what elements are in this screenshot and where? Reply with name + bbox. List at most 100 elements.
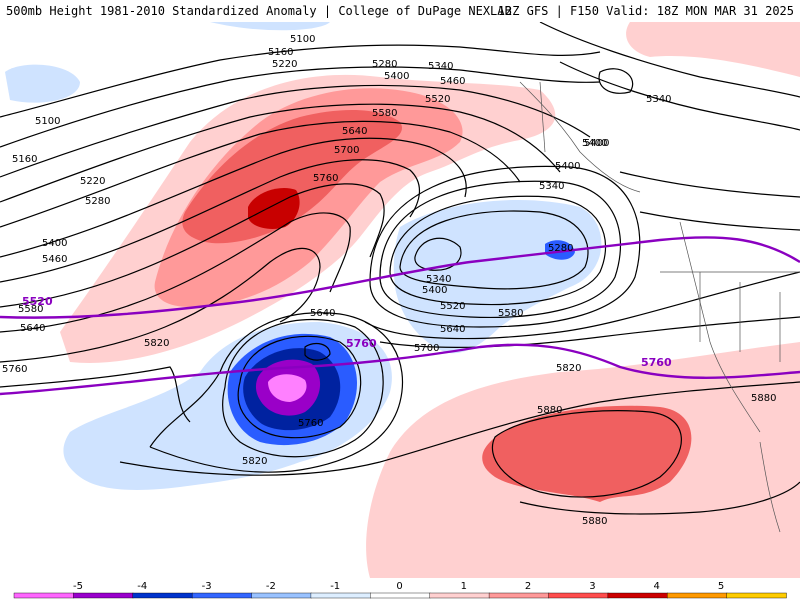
colorbar-tick-label: -1 [330, 581, 340, 592]
contour-label: 5880 [751, 393, 776, 404]
contour-label: 5640 [342, 126, 367, 137]
contour-label: 5340 [646, 94, 671, 105]
reference-label-5760: 5760 [346, 337, 377, 350]
contour-line [369, 165, 641, 328]
contour-label: 5880 [537, 405, 562, 416]
map-panel[interactable]: 5100 5160 5220 5280 5340 5400 5460 5520 … [0, 22, 800, 578]
contour-line [0, 66, 601, 148]
colorbar-swatch [607, 592, 668, 599]
contour-label: 5340 [428, 61, 453, 72]
contour-line [519, 481, 800, 515]
contour-label: 5580 [498, 308, 523, 319]
contour-label: 5400 [582, 138, 607, 149]
contour-line [389, 195, 607, 306]
contour-label: 5520 [425, 94, 450, 105]
negative-anomaly-trough-spot [545, 240, 575, 260]
contour-line [399, 210, 589, 290]
contour-label: 5340 [426, 274, 451, 285]
contour-label: 5700 [414, 343, 439, 354]
anomaly-colorbar: -5 -4 -3 -2 -1 0 1 2 3 4 5 [0, 578, 800, 600]
contour-label: 5400 [42, 238, 67, 249]
colorbar-swatch [13, 592, 75, 599]
reference-labels: 5520 5760 5760 [22, 295, 672, 369]
contour-label: 5400 [384, 71, 409, 82]
baja-coast [759, 441, 781, 533]
reference-label-5760: 5760 [641, 356, 672, 369]
contour-label: 5400 [422, 285, 447, 296]
contour-label: 5100 [290, 34, 315, 45]
colorbar-swatch [251, 592, 312, 599]
colorbar-swatch [667, 592, 728, 599]
contour-label: 5280 [372, 59, 397, 70]
colorbar-tick-label: -4 [137, 581, 147, 592]
contour-label: 5460 [42, 254, 67, 265]
contour-line [237, 335, 362, 439]
contour-label: 5100 [35, 116, 60, 127]
map-svg: 5100 5160 5220 5280 5340 5400 5460 5520 … [0, 22, 800, 578]
colorbar-tick-label: 3 [589, 581, 595, 592]
contour-label: 5220 [80, 176, 105, 187]
colorbar-tick-label: 1 [461, 581, 467, 592]
contour-line [0, 183, 385, 308]
positive-anomaly-southeast-mid [482, 405, 692, 502]
contour-line [619, 171, 800, 198]
contour-line [0, 44, 601, 118]
colorbar-swatch [726, 592, 787, 599]
negative-anomaly-west [5, 64, 80, 103]
contour-label: 5760 [2, 364, 27, 375]
contour-line [559, 61, 800, 131]
colorbar-swatch [488, 592, 550, 599]
contour-label: 5820 [144, 338, 169, 349]
header-bar: 500mb Height 1981-2010 Standardized Anom… [0, 0, 800, 22]
colorbar-swatch [548, 592, 609, 599]
colorbar-swatch [310, 592, 372, 599]
positive-anomaly-northeast [626, 22, 800, 77]
contour-line [0, 84, 591, 178]
coastlines [519, 81, 800, 533]
contour-line [379, 180, 622, 319]
contour-label: 5460 [440, 76, 465, 87]
contour-label: 5280 [85, 196, 110, 207]
model-run-label: 12Z GFS | F150 Valid: 18Z MON MAR 31 202… [497, 4, 794, 18]
colorbar-swatch [191, 592, 253, 599]
contour-label: 5820 [242, 456, 267, 467]
height-contours [0, 22, 800, 515]
reference-label-5520: 5520 [22, 295, 53, 308]
contour-label: 5220 [272, 59, 297, 70]
contour-label: 5880 [582, 516, 607, 527]
contour-line [539, 22, 800, 98]
canada-border [539, 81, 546, 153]
contour-label: 5820 [556, 363, 581, 374]
colorbar-swatches [13, 592, 787, 599]
colorbar-tick-label: 4 [654, 581, 660, 592]
negative-anomaly-low-extreme [268, 374, 307, 402]
colorbar-swatch [132, 592, 193, 599]
contour-label: 5580 [372, 108, 397, 119]
contour-label: 5640 [20, 323, 45, 334]
contour-label: 5760 [298, 418, 323, 429]
alaska-coast [519, 81, 641, 193]
reference-line-5520 [0, 236, 800, 319]
contour-label: 5340 [539, 181, 564, 192]
colorbar-tick-label: -5 [73, 581, 83, 592]
contour-line [119, 381, 800, 476]
contour-line [598, 68, 634, 94]
positive-anomaly-ridge-strong [182, 110, 402, 244]
map-title: 500mb Height 1981-2010 Standardized Anom… [6, 4, 512, 18]
colorbar-swatch [429, 592, 490, 599]
contour-line [0, 137, 467, 258]
colorbar-swatch [73, 592, 134, 599]
us-west-coast [679, 221, 761, 433]
contour-label: 5400 [584, 138, 609, 149]
contour-line [0, 120, 521, 228]
contour-label: 5160 [12, 154, 37, 165]
negative-anomaly-top [210, 22, 330, 31]
contour-label: 5640 [310, 308, 335, 319]
colorbar-tick-label: -3 [202, 581, 212, 592]
contour-line [379, 316, 800, 349]
contour-line [0, 366, 191, 423]
contour-label: 5520 [440, 301, 465, 312]
colorbar-tick-label: 5 [718, 581, 724, 592]
contour-line [364, 271, 800, 340]
contour-label: 5400 [555, 161, 580, 172]
